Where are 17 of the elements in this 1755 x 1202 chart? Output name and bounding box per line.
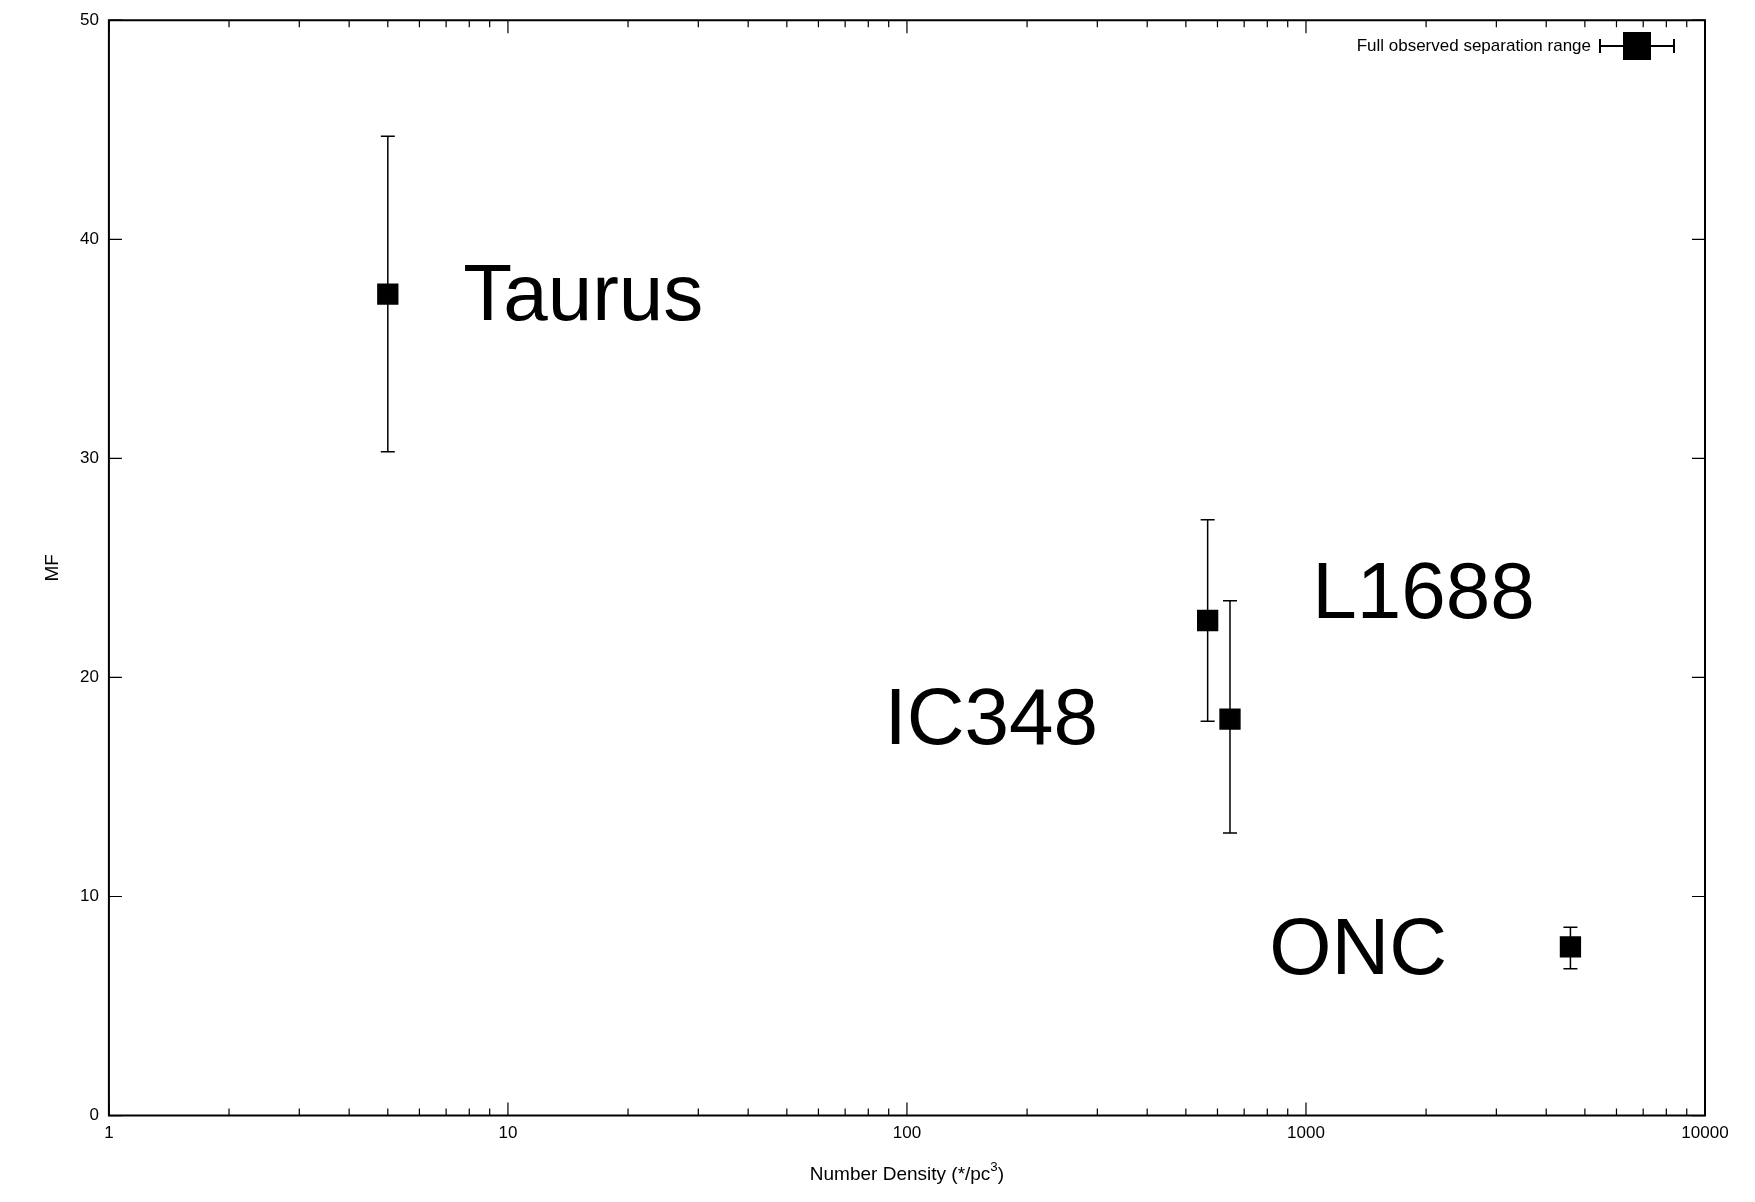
- y-tick-label: 0: [89, 1105, 99, 1125]
- y-tick-label: 30: [79, 448, 99, 468]
- annotation: ONC: [1269, 902, 1448, 992]
- y-axis-title: MF: [41, 554, 62, 582]
- legend-label: Full observed separation range: [1356, 36, 1591, 57]
- x-tick-label: 10000: [1681, 1123, 1729, 1143]
- x-tick-label: 10: [498, 1123, 518, 1143]
- y-tick-label: 50: [79, 9, 99, 29]
- x-tick-label: 100: [892, 1123, 922, 1143]
- x-tick-label: 1000: [1287, 1123, 1325, 1143]
- x-tick-label: 1: [104, 1123, 114, 1143]
- annotation: Taurus: [463, 248, 704, 338]
- y-tick-label: 20: [79, 667, 99, 687]
- y-tick-label: 10: [79, 886, 99, 906]
- y-tick-label: 40: [79, 228, 99, 248]
- annotation: IC348: [884, 672, 1099, 762]
- annotation: L1688: [1312, 546, 1535, 636]
